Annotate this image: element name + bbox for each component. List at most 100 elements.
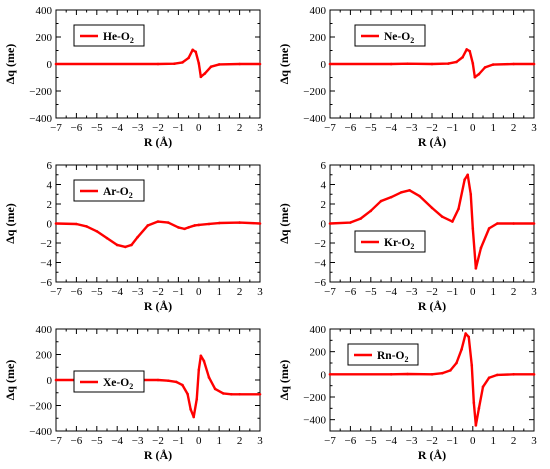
x-tick-label: −6	[71, 435, 83, 447]
x-tick-label: 0	[196, 122, 202, 134]
x-tick-label: −1	[173, 286, 185, 298]
data-point	[181, 61, 184, 64]
x-tick-label: −5	[91, 435, 103, 447]
data-point	[495, 222, 499, 225]
x-tick-label: 2	[511, 435, 517, 447]
data-point	[468, 49, 472, 53]
x-tick-label: −5	[365, 435, 377, 447]
x-tick-label: 2	[511, 122, 517, 134]
data-point	[238, 392, 241, 396]
x-tick-label: −6	[71, 122, 83, 134]
data-point	[197, 368, 201, 372]
y-tick-label: 400	[36, 5, 53, 17]
x-tick-label: −2	[426, 435, 438, 447]
x-axis-label: R (Å)	[418, 135, 446, 149]
y-tick-label: −4	[314, 258, 326, 270]
x-tick-label: 3	[257, 286, 263, 298]
y-tick-label: 200	[310, 32, 327, 44]
x-tick-label: −1	[173, 122, 185, 134]
legend-label: Rn-O2	[377, 350, 408, 364]
data-point	[460, 348, 463, 351]
data-point	[166, 379, 170, 382]
y-tick-label: −2	[40, 238, 52, 250]
data-point	[447, 62, 450, 65]
series-line	[329, 173, 534, 270]
x-tick-label: −4	[385, 286, 397, 298]
data-point	[202, 359, 206, 363]
x-tick-label: 0	[196, 435, 202, 447]
legend-label: Xe-O2	[103, 377, 133, 391]
data-point	[199, 354, 203, 358]
data-point	[465, 48, 468, 51]
y-axis-label: Δq (me)	[3, 203, 17, 244]
y-axis-label: Δq (me)	[277, 44, 291, 85]
data-point	[463, 178, 466, 181]
data-point	[328, 62, 332, 66]
x-tick-label: −7	[50, 122, 62, 134]
data-point	[359, 217, 362, 220]
data-point	[455, 60, 458, 64]
x-tick-label: −3	[406, 122, 418, 134]
x-tick-label: −6	[345, 122, 357, 134]
x-tick-label: −5	[365, 286, 377, 298]
data-point	[369, 209, 373, 213]
x-tick-label: −6	[71, 286, 83, 298]
data-point	[191, 48, 194, 52]
y-tick-label: −200	[29, 401, 52, 413]
legend-box	[354, 24, 426, 47]
legend-label: Ar-O2	[103, 186, 133, 200]
x-tick-label: −2	[152, 122, 164, 134]
y-tick-label: −400	[29, 113, 52, 125]
data-point	[487, 227, 491, 230]
x-tick-label: −6	[345, 435, 357, 447]
data-point	[512, 62, 515, 66]
data-point	[54, 378, 58, 382]
data-point	[470, 363, 474, 367]
y-axis-label: Δq (me)	[3, 44, 17, 85]
data-point	[175, 380, 178, 384]
y-tick-label: 200	[36, 350, 53, 362]
data-point	[349, 221, 352, 224]
data-point	[258, 222, 262, 225]
legend: Rn-O2	[347, 343, 419, 366]
x-tick-label: −4	[111, 286, 123, 298]
data-point	[213, 387, 217, 391]
data-point	[451, 220, 454, 223]
y-tick-label: 200	[36, 32, 53, 44]
y-tick-label: 400	[310, 324, 327, 336]
legend: Ne-O2	[354, 24, 426, 47]
legend-box	[73, 370, 145, 393]
data-point	[187, 56, 190, 60]
x-tick-label: 1	[490, 286, 496, 298]
y-tick-label: −200	[303, 86, 326, 98]
x-tick-label: 1	[216, 286, 222, 298]
data-point	[455, 361, 458, 365]
y-tick-label: 4	[321, 180, 327, 192]
y-tick-label: −6	[40, 277, 52, 289]
data-point	[95, 230, 99, 233]
x-axis-label: R (Å)	[144, 135, 172, 149]
x-tick-label: −4	[111, 435, 123, 447]
data-point	[130, 243, 133, 247]
data-point	[193, 224, 197, 227]
data-point	[75, 222, 78, 226]
y-tick-label: −2	[314, 238, 326, 250]
y-tick-label: 6	[47, 160, 53, 172]
data-point	[474, 424, 478, 427]
data-point	[481, 385, 485, 389]
y-tick-label: −6	[314, 277, 326, 289]
legend-label: He-O2	[103, 31, 134, 45]
data-point	[156, 220, 160, 223]
x-tick-label: −2	[152, 435, 164, 447]
data-point	[389, 62, 393, 66]
x-tick-label: −5	[365, 122, 377, 134]
data-point	[457, 207, 460, 211]
x-tick-label: −1	[447, 122, 459, 134]
data-point	[221, 392, 225, 395]
data-point	[477, 72, 481, 76]
x-tick-label: −5	[91, 286, 103, 298]
data-point	[495, 373, 499, 377]
x-tick-label: 0	[470, 122, 476, 134]
x-tick-label: −7	[324, 122, 336, 134]
x-tick-label: −2	[152, 286, 164, 298]
